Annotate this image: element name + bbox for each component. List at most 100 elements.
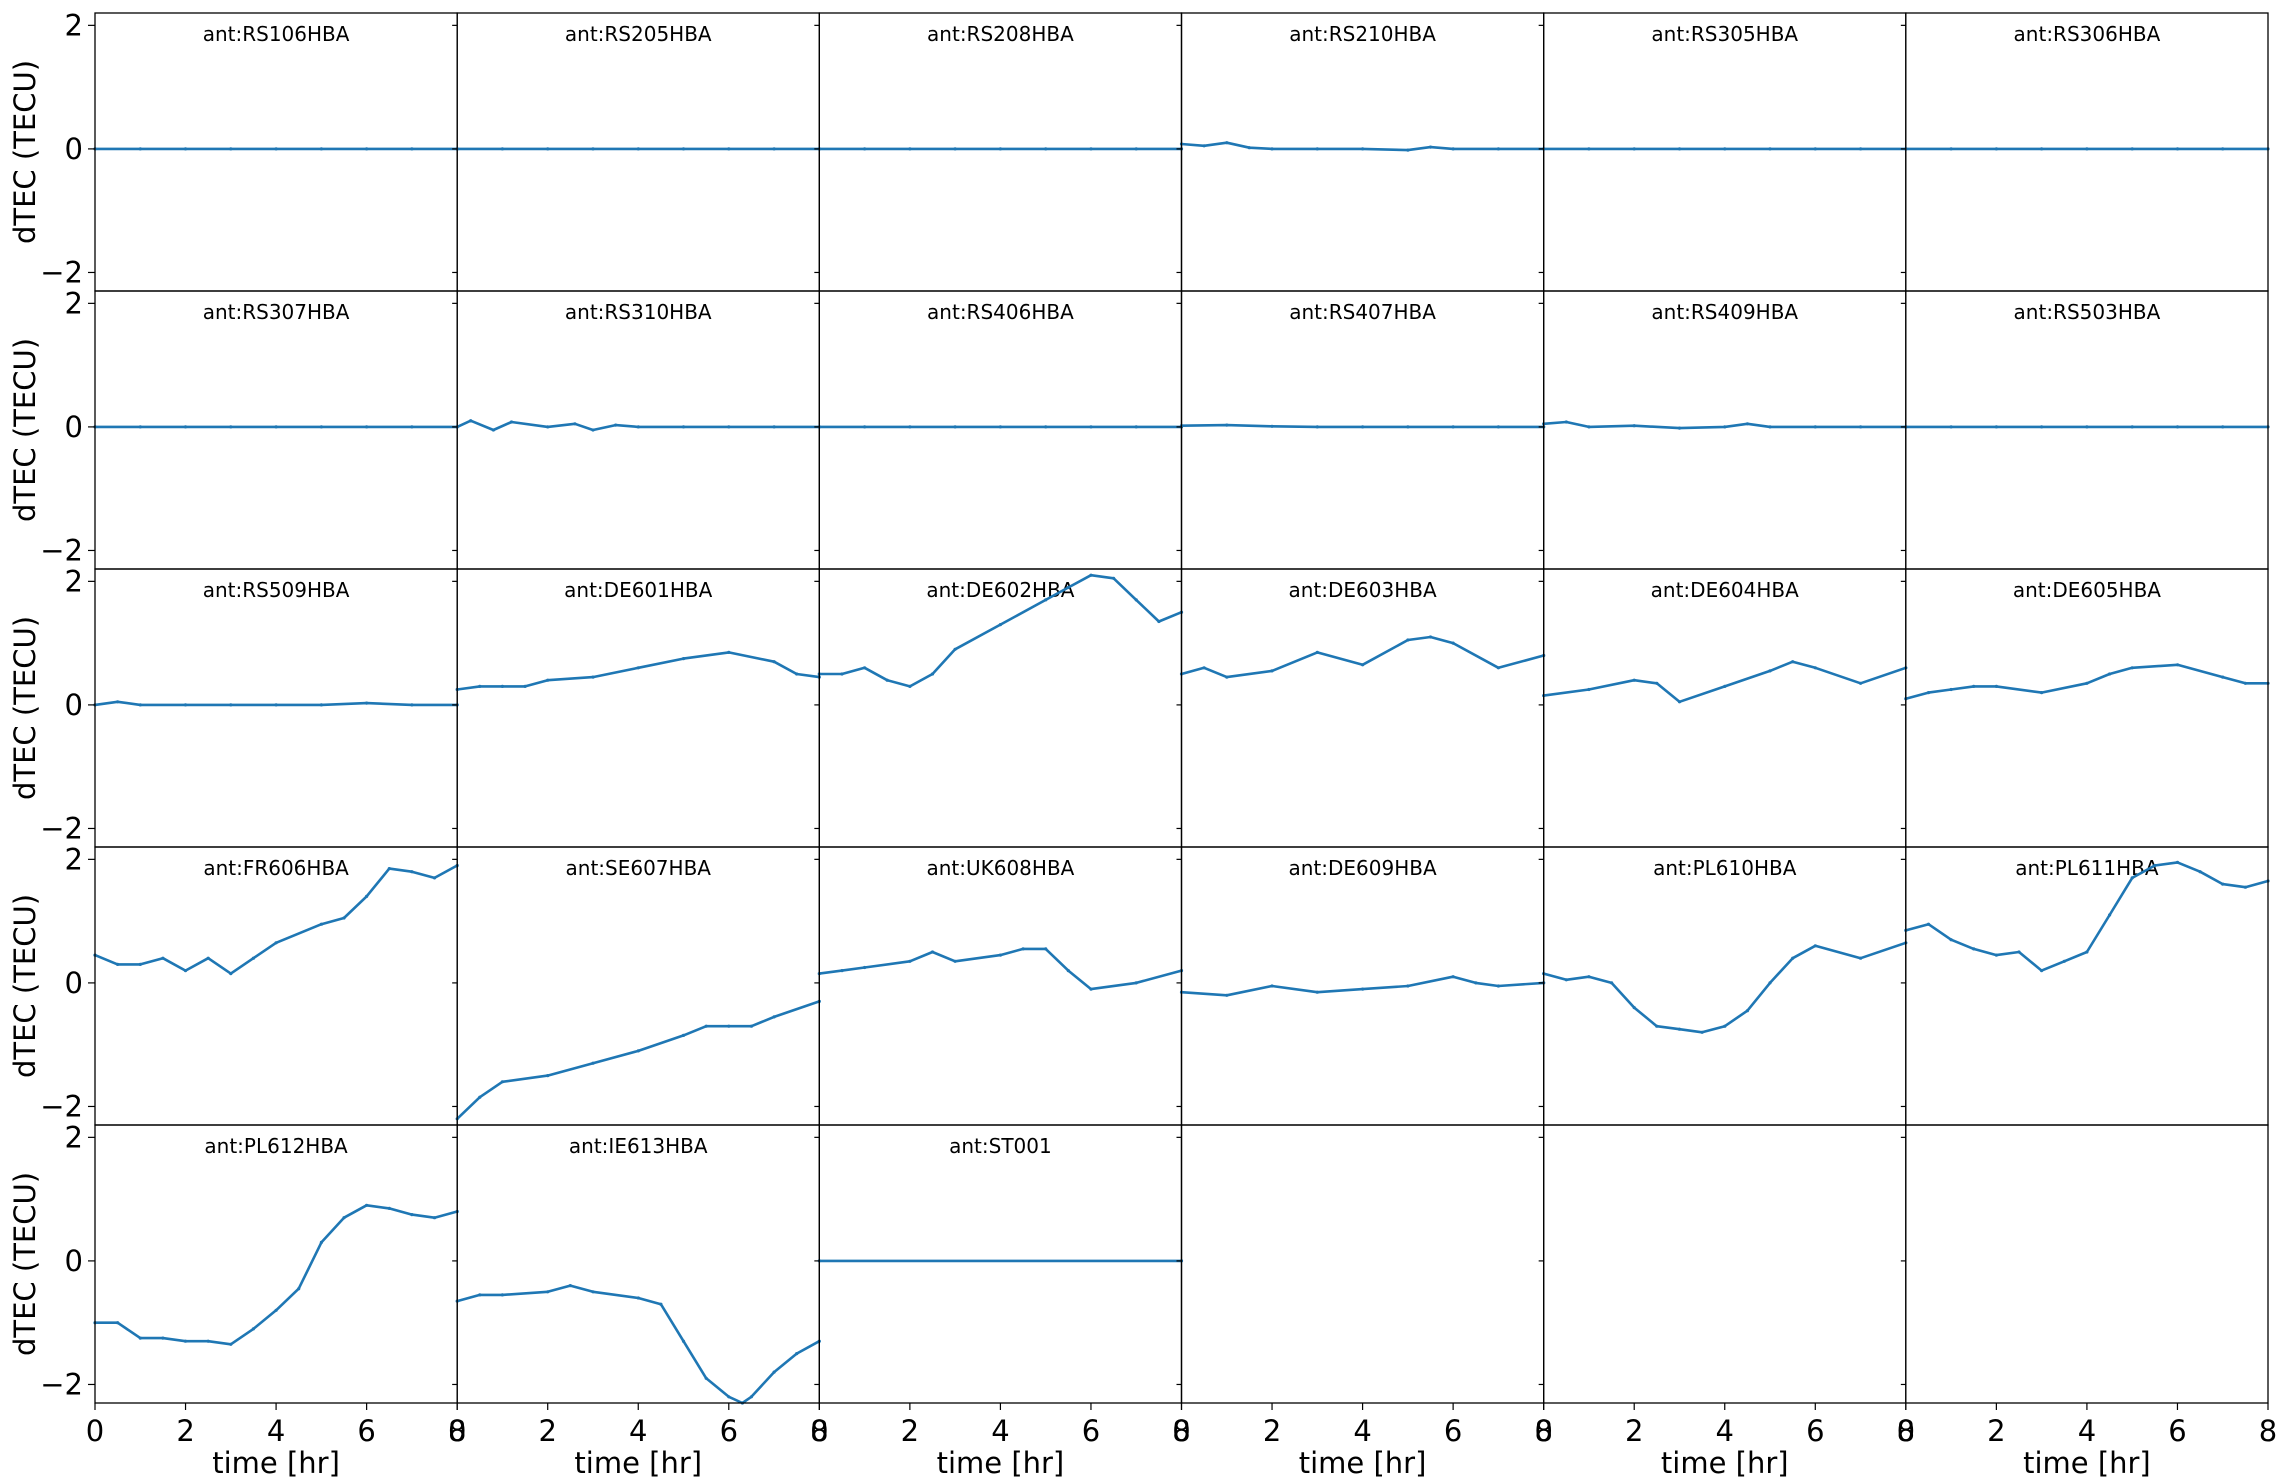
- data-point: [500, 1080, 504, 1084]
- panel-29: 0 2 4 6 8 time [hr]: [1534, 1124, 1915, 1480]
- data-point: [2130, 147, 2134, 151]
- panel-title: ant:RS305HBA: [1651, 22, 1798, 46]
- data-point: [116, 962, 120, 967]
- data-point: [2085, 681, 2089, 685]
- data-point: [1496, 425, 1500, 429]
- data-point: [1768, 147, 1772, 151]
- data-point: [727, 650, 731, 655]
- x-axis-label: time [hr]: [937, 1446, 1065, 1480]
- panel-border: [94, 290, 458, 570]
- data-point: [1225, 993, 1229, 997]
- data-point: [365, 147, 369, 151]
- data-point: [319, 147, 323, 151]
- data-point: [636, 1296, 640, 1300]
- data-point: [546, 678, 550, 682]
- data-point: [1813, 666, 1817, 670]
- x-tick-label: 6: [357, 1414, 375, 1448]
- x-tick-label: 2: [1625, 1414, 1643, 1448]
- x-tick-label: 4: [629, 1414, 647, 1448]
- x-tick-label: 6: [720, 1414, 738, 1448]
- data-point: [546, 425, 550, 429]
- data-point: [1157, 619, 1161, 624]
- panel-22: ant:DE609HBA: [1176, 846, 1546, 1126]
- y-tick-label: −2: [40, 255, 83, 289]
- data-point: [1926, 691, 1931, 695]
- data-point: [998, 953, 1003, 957]
- x-tick-label: 0: [86, 1414, 104, 1448]
- panel-title: ant:FR606HBA: [203, 856, 349, 880]
- data-point: [1406, 425, 1410, 429]
- data-point: [1270, 984, 1274, 988]
- data-point: [297, 1287, 301, 1291]
- data-point: [1428, 635, 1433, 639]
- data-point: [863, 425, 867, 429]
- data-point: [1361, 663, 1365, 667]
- data-point: [1994, 147, 1998, 151]
- data-point: [908, 147, 912, 151]
- data-point: [2017, 950, 2021, 954]
- panel-16: ant:DE603HBA: [1176, 568, 1546, 848]
- data-point: [1134, 598, 1138, 602]
- data-point: [365, 425, 369, 429]
- data-point: [183, 969, 188, 973]
- series-line: [1180, 141, 1545, 152]
- y-tick-label: 2: [65, 1120, 83, 1154]
- data-point: [2062, 959, 2066, 963]
- data-point: [1677, 426, 1682, 430]
- data-point: [568, 1284, 572, 1288]
- data-point: [1632, 147, 1636, 151]
- data-point: [1655, 1024, 1659, 1028]
- panel-17: ant:DE604HBA: [1538, 568, 1908, 848]
- data-point: [591, 1061, 595, 1065]
- y-tick-label: −2: [40, 811, 83, 845]
- data-point: [2221, 147, 2225, 151]
- panel-border: [1180, 1124, 1545, 1404]
- panel-title: ant:RS509HBA: [203, 578, 350, 602]
- data-point: [1723, 147, 1727, 151]
- data-point: [319, 1240, 323, 1244]
- data-point: [1451, 147, 1455, 151]
- x-tick-label: 4: [991, 1414, 1009, 1448]
- data-point: [183, 147, 188, 151]
- data-point: [1089, 987, 1093, 991]
- data-point: [365, 894, 369, 899]
- x-tick-label: 8: [448, 1414, 466, 1448]
- data-point: [1700, 1030, 1704, 1034]
- panel-title: ant:RS205HBA: [565, 22, 712, 46]
- data-point: [727, 425, 731, 429]
- panel-9: ant:RS406HBA: [814, 290, 1184, 570]
- panel-border: [456, 1124, 820, 1404]
- data-point: [2153, 863, 2157, 868]
- panel-border: [1905, 290, 2269, 570]
- data-point: [546, 147, 550, 151]
- data-point: [930, 672, 935, 676]
- x-tick-label: 0: [448, 1414, 466, 1448]
- data-point: [727, 1395, 731, 1399]
- data-point: [1677, 1027, 1682, 1031]
- data-point: [1949, 147, 1953, 151]
- data-point: [749, 1024, 754, 1028]
- data-point: [863, 147, 867, 151]
- panel-border: [818, 12, 1183, 292]
- y-tick-label: 0: [65, 1244, 83, 1278]
- data-point: [1813, 425, 1817, 429]
- panel-title: ant:DE609HBA: [1288, 856, 1436, 880]
- y-tick-label: 2: [65, 286, 83, 320]
- data-point: [274, 703, 278, 707]
- data-point: [1428, 145, 1433, 149]
- data-point: [1723, 425, 1727, 429]
- panel-title: ant:RS406HBA: [927, 300, 1074, 324]
- data-point: [1813, 944, 1817, 948]
- data-point: [229, 425, 233, 429]
- x-tick-label: 2: [901, 1414, 919, 1448]
- data-point: [161, 1336, 165, 1340]
- data-point: [1655, 681, 1659, 685]
- data-point: [2243, 885, 2247, 889]
- panel-border: [1905, 568, 2269, 848]
- data-point: [2085, 147, 2089, 151]
- panel-border: [1543, 12, 1907, 292]
- x-axis-label: time [hr]: [574, 1446, 702, 1480]
- data-point: [274, 425, 278, 429]
- data-point: [998, 425, 1003, 429]
- panel-title: ant:RS208HBA: [927, 22, 1074, 46]
